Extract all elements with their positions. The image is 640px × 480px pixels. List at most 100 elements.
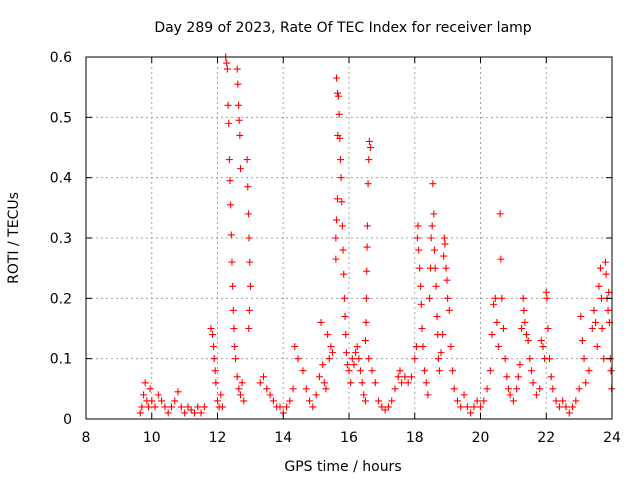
data-point [364,180,372,188]
data-point [327,343,335,351]
data-point [233,65,241,73]
data-point [439,331,447,339]
data-point [339,246,347,254]
data-point [230,325,238,332]
data-point [332,255,340,263]
data-point [427,234,435,242]
data-point [529,379,537,387]
data-point [435,367,443,375]
data-point [498,294,506,302]
data-point [440,234,448,242]
data-point [151,403,159,411]
data-point [214,397,221,405]
data-point [607,367,615,375]
data-point [324,331,332,339]
data-point [237,165,245,173]
data-point [244,210,252,218]
data-point [217,391,225,399]
data-point [190,409,198,417]
data-point [470,403,478,411]
data-point [341,312,349,320]
data-point [432,282,440,290]
data-point [523,331,531,339]
data-point [302,385,310,393]
data-point [526,355,534,363]
data-point [394,373,402,381]
data-point [312,391,320,399]
data-point [443,276,451,284]
data-point [503,373,511,381]
data-point [353,343,361,351]
data-point [601,258,609,266]
data-point [401,373,409,381]
data-point [161,403,169,411]
data-point [210,343,218,351]
data-point [246,282,254,290]
data-point [352,349,360,357]
data-point [246,258,254,266]
data-point [181,409,189,417]
data-point [398,379,406,387]
data-point [167,403,175,411]
x-axis-ticks: 8 10 12 14 16 18 20 22 24 [82,57,621,446]
data-point [212,379,220,387]
data-point [276,403,284,411]
data-point [340,270,348,278]
data-point [235,101,243,109]
data-point [516,361,524,369]
y-tick-label: 0.4 [50,171,72,187]
y-axis-label: ROTI / TECUs [6,192,22,284]
data-point [426,294,434,302]
data-point [506,391,514,399]
data-point [343,361,351,369]
data-point [329,349,337,357]
data-point [384,403,392,411]
data-point [473,397,481,405]
data-point [524,337,532,345]
y-tick-label: 0.5 [50,110,72,126]
data-point [146,385,154,393]
data-point [490,300,498,308]
data-point [371,379,379,387]
x-tick-label: 24 [603,430,621,446]
data-point [536,385,544,393]
data-point [404,379,412,387]
data-point [357,367,365,375]
data-point [148,397,156,405]
data-point [463,403,471,411]
data-point [338,198,346,206]
data-point [578,337,586,345]
data-point [286,397,294,405]
data-point [602,270,610,278]
y-tick-label: 0.1 [50,352,72,368]
data-point [338,222,346,230]
data-point [263,385,271,393]
data-point [140,391,148,399]
data-point [158,397,166,405]
data-point [184,403,192,411]
data-point [210,355,218,363]
data-point [235,116,243,124]
data-point [605,288,613,296]
data-point [453,397,461,405]
data-point [306,397,314,405]
data-point [412,343,420,351]
data-point [319,361,327,369]
data-point [317,318,325,326]
data-point [518,325,526,332]
data-point [234,80,242,88]
x-tick-label: 12 [209,430,227,446]
data-point [422,379,430,387]
x-tick-label: 8 [82,430,91,446]
data-point [294,355,302,363]
data-point [365,137,373,145]
data-point [336,134,344,142]
data-point [413,234,421,242]
data-point [309,403,317,411]
data-point [417,282,425,290]
data-point [598,325,606,332]
x-tick-label: 20 [472,430,490,446]
data-point [244,183,252,191]
data-point [572,397,580,405]
